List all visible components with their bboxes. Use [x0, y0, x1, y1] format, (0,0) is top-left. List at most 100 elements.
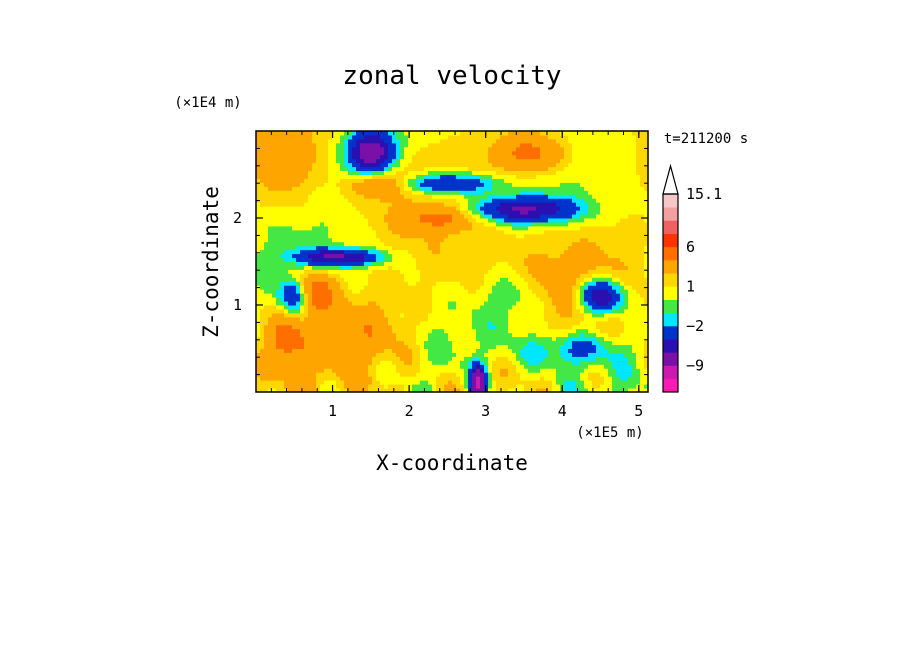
field-cell: [520, 372, 557, 377]
field-cell: [420, 182, 485, 187]
field-cell: [292, 348, 385, 353]
field-cell: [268, 237, 333, 243]
field-cell: [584, 285, 589, 290]
field-cell: [492, 376, 521, 381]
field-cell: [432, 285, 465, 290]
field-cell: [340, 273, 369, 278]
field-cell: [556, 336, 569, 342]
field-cell: [260, 324, 265, 330]
field-cell: [432, 388, 437, 392]
field-cell: [644, 249, 648, 255]
field-cell: [380, 142, 389, 148]
field-cell: [608, 372, 617, 377]
field-cell: [328, 225, 373, 231]
field-cell: [368, 221, 389, 227]
field-cell: [556, 138, 569, 144]
field-cell: [412, 356, 421, 361]
field-cell: [336, 154, 345, 160]
field-cell: [628, 305, 648, 310]
field-cell: [296, 285, 301, 290]
field-cell: [632, 348, 645, 353]
field-cell: [276, 332, 301, 338]
field-cell: [468, 368, 473, 373]
field-cell: [256, 328, 261, 334]
field-cell: [376, 233, 401, 239]
field-cell: [496, 218, 505, 223]
field-cell: [428, 316, 473, 322]
field-cell: [320, 249, 345, 255]
field-cell: [488, 320, 493, 326]
field-cell: [384, 138, 393, 144]
field-cell: [288, 301, 297, 306]
field-cell: [428, 356, 453, 361]
x-tick-label: 3: [481, 402, 490, 420]
field-cell: [376, 376, 437, 381]
field-cell: [632, 368, 641, 373]
field-cell: [436, 281, 461, 286]
field-cell: [260, 328, 265, 334]
field-cell: [340, 134, 349, 140]
field-cell: [368, 364, 377, 369]
colorbar-swatch: [663, 233, 678, 248]
field-cell: [340, 376, 373, 381]
field-cell: [256, 182, 265, 187]
field-cell: [608, 356, 629, 361]
field-cell: [292, 225, 313, 231]
field-cell: [472, 352, 485, 357]
field-cell: [372, 225, 389, 231]
field-cell: [340, 388, 349, 392]
field-cell: [572, 158, 637, 164]
field-cell: [448, 380, 453, 385]
plot-frame: [255, 130, 649, 393]
field-cell: [408, 178, 417, 183]
field-cell: [392, 348, 413, 353]
field-cell: [564, 388, 581, 392]
field-cell: [460, 202, 469, 207]
field-cell: [368, 301, 377, 306]
field-cell: [468, 376, 473, 381]
field-cell: [432, 293, 489, 298]
field-cell: [352, 265, 369, 270]
field-cell: [568, 348, 597, 353]
field-cell: [480, 368, 485, 373]
field-cell: [512, 225, 529, 231]
field-cell: [584, 281, 589, 286]
field-cell: [292, 253, 309, 259]
field-cell: [508, 131, 541, 136]
field-cell: [388, 249, 409, 255]
field-cell: [572, 360, 581, 365]
field-cell: [424, 190, 461, 195]
field-cell: [256, 174, 309, 179]
field-cell: [300, 289, 305, 294]
field-cell: [492, 186, 585, 191]
field-cell: [636, 162, 648, 168]
field-cell: [636, 146, 648, 152]
field-cell: [276, 328, 301, 334]
field-cell: [336, 182, 353, 187]
field-cell: [328, 281, 341, 286]
field-cell: [420, 146, 489, 152]
field-cell: [636, 356, 645, 361]
field-cell: [620, 218, 645, 223]
field-cell: [488, 150, 513, 156]
field-cell: [444, 202, 461, 207]
field-cell: [296, 257, 313, 262]
field-cell: [580, 372, 589, 377]
field-cell: [436, 380, 449, 385]
field-cell: [412, 352, 421, 357]
field-cell: [328, 150, 337, 156]
field-cell: [260, 249, 285, 255]
field-cell: [640, 293, 648, 298]
field-cell: [520, 273, 533, 278]
field-cell: [548, 388, 553, 392]
field-cell: [580, 388, 589, 392]
field-cell: [480, 206, 497, 211]
field-cell: [312, 138, 329, 144]
field-cell: [636, 352, 645, 357]
field-cell: [348, 142, 357, 148]
field-cell: [308, 261, 365, 266]
field-cell: [396, 364, 421, 369]
field-cell: [488, 388, 497, 392]
field-cell: [264, 344, 277, 349]
field-cell: [276, 324, 293, 330]
